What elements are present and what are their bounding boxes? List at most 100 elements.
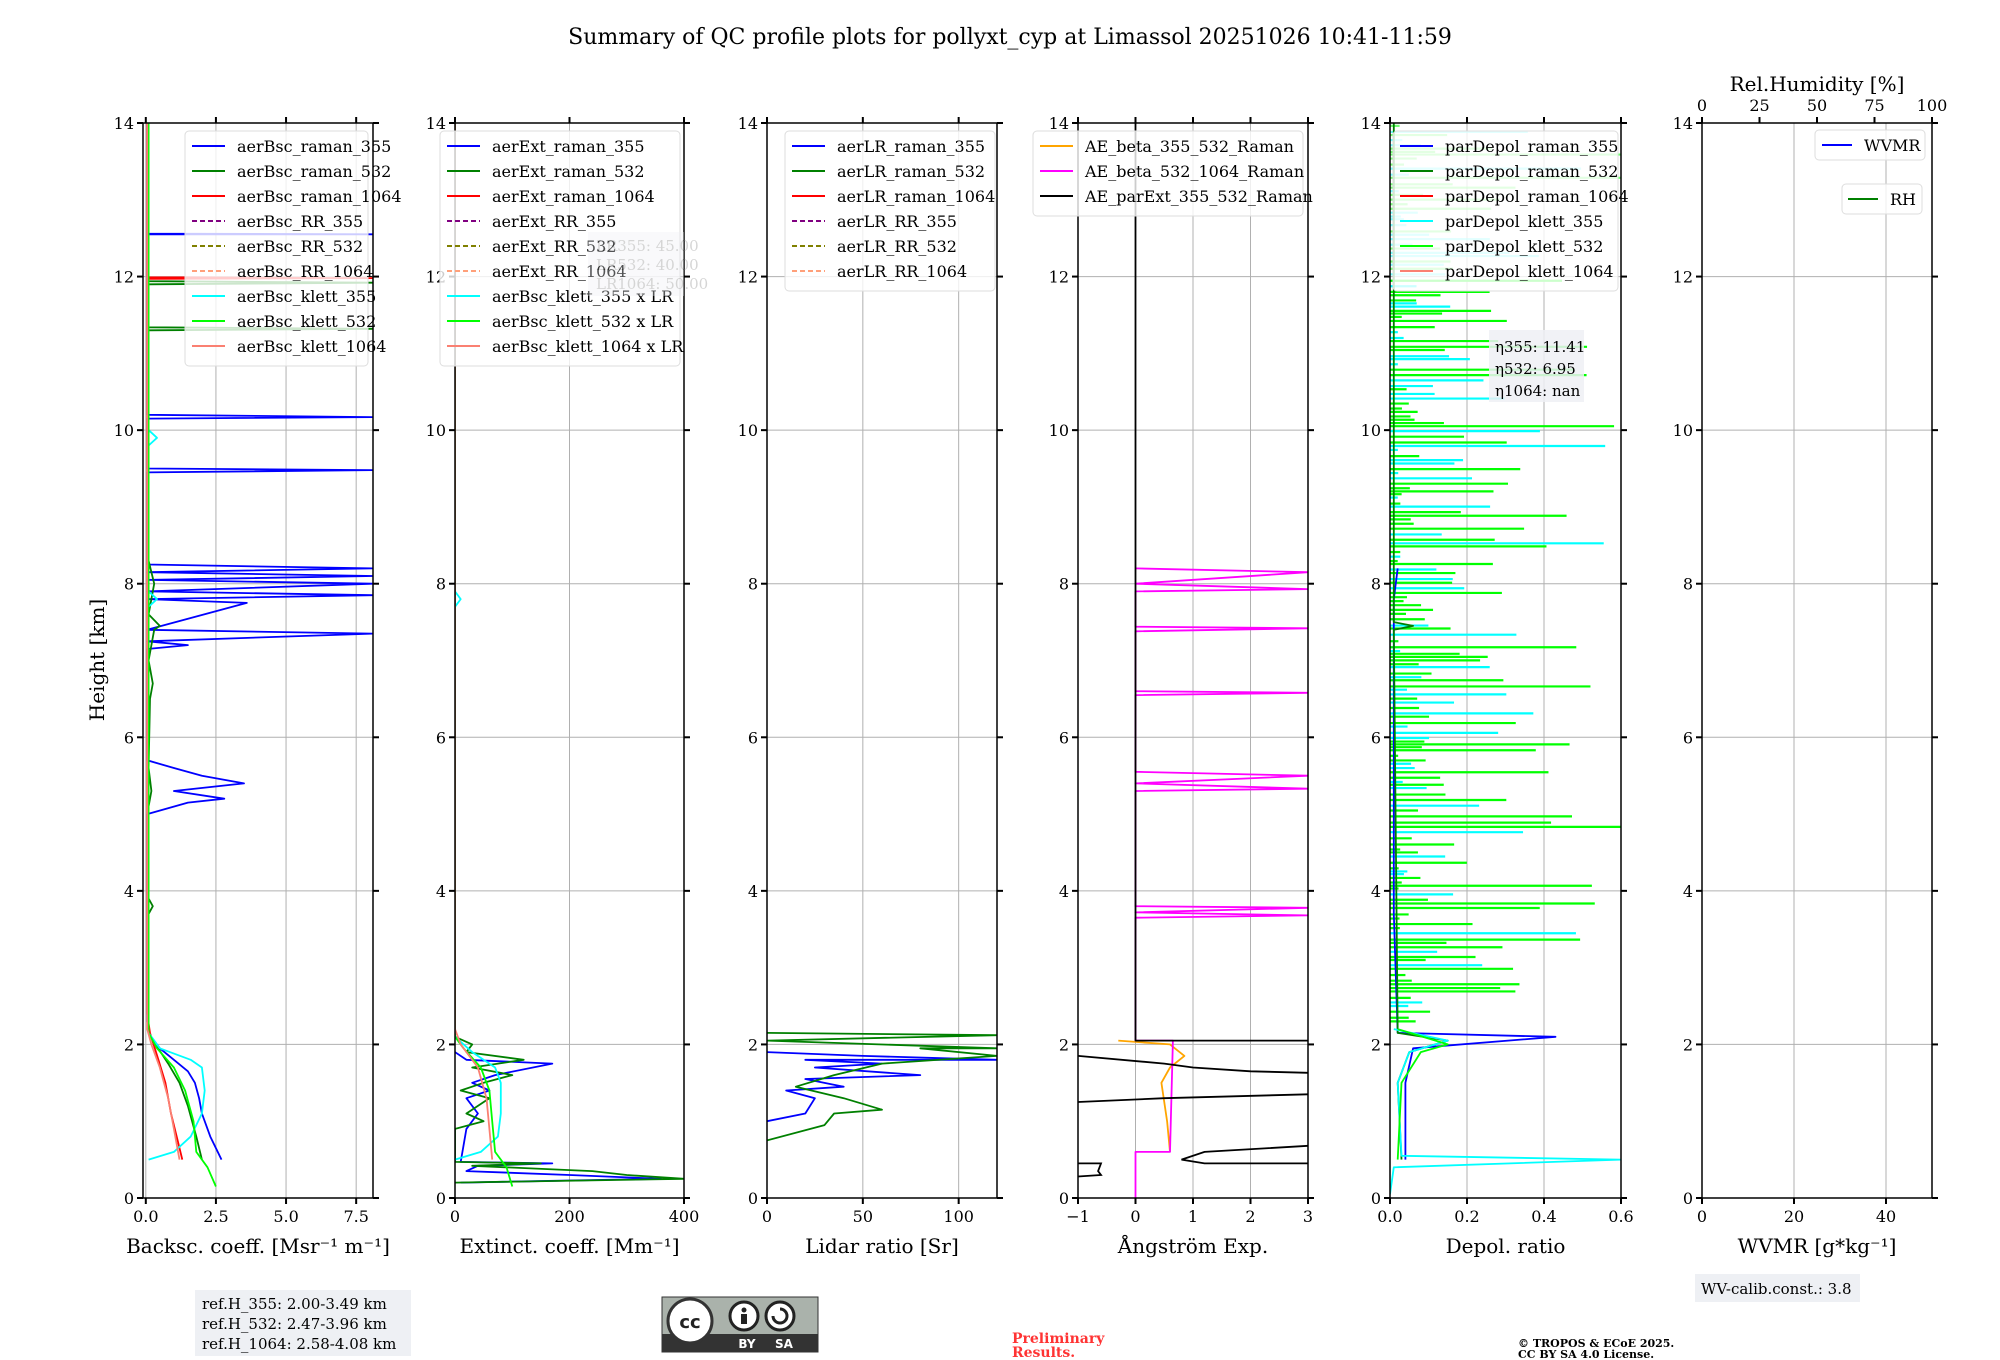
panel-frame	[766, 122, 998, 1199]
reference-heights-note: ref.H_355: 2.00-3.49 km ref.H_532: 2.47-…	[195, 1290, 411, 1356]
series-line-aerBsc_klett_532	[147, 123, 217, 1187]
series-line-parDepol_klett_355	[1390, 1028, 1621, 1195]
attribution-icon-body	[741, 1314, 747, 1324]
legend-label: aerBsc_RR_355	[237, 212, 363, 231]
series-line-aerLR_raman_355	[767, 1051, 997, 1123]
legend-label: aerExt_raman_532	[492, 162, 645, 181]
y-tick-label: 10	[1361, 421, 1381, 440]
legend: parDepol_raman_355 parDepol_raman_532 parD…	[1392, 130, 1629, 292]
y-tick-label: 8	[1371, 575, 1381, 594]
figure-title: Summary of QC profile plots for pollyxt_…	[568, 25, 1452, 50]
legend: aerExt_raman_355 aerExt_raman_532 aerExt_r…	[439, 130, 684, 367]
legend-box	[1814, 129, 1926, 161]
eta-note-355: η355: 11.41	[1495, 338, 1585, 356]
y-tick-label: 6	[1059, 728, 1069, 747]
legend: aerLR_raman_355 aerLR_raman_532 aerLR_rama…	[784, 130, 996, 292]
panel-frame	[1701, 122, 1933, 1199]
x-tick-label: 0	[1697, 1207, 1707, 1226]
legend-box	[1392, 130, 1619, 292]
series-line-AE_beta_532_1064_Raman	[1134, 567, 1308, 1198]
x-tick-label: 400	[669, 1207, 700, 1226]
y-tick-label: 0	[124, 1189, 134, 1208]
legend-label: aerBsc_raman_355	[237, 137, 391, 156]
x-axis-label: Extinct. coeff. [Mm⁻¹]	[459, 1234, 679, 1258]
panel-frame	[1389, 122, 1622, 1199]
y-tick-label: 8	[1683, 575, 1693, 594]
y-tick-label: 12	[1673, 268, 1693, 287]
series-line-aerBsc_klett_355	[147, 123, 206, 1161]
legend-box	[1841, 183, 1923, 215]
x-tick-label: 0	[762, 1207, 772, 1226]
top-x-tick-label: 25	[1749, 96, 1769, 115]
x-tick-label: 1	[1188, 1207, 1198, 1226]
legend-label: aerLR_RR_355	[837, 212, 957, 231]
series-line-aerBsc_klett_1064	[146, 123, 181, 1160]
x-tick-label: 50	[853, 1207, 873, 1226]
series-line-AE_parExt_355_532_Raman-segment	[1078, 1055, 1308, 1074]
x-axis-label: Depol. ratio	[1446, 1234, 1566, 1258]
cc-sa-label: SA	[775, 1337, 794, 1351]
legend-label: aerBsc_klett_355 x LR	[492, 287, 674, 306]
top-x-tick-label: 75	[1864, 96, 1884, 115]
x-tick-label: 0.6	[1608, 1207, 1633, 1226]
legend-label: aerExt_RR_532	[492, 237, 616, 256]
y-tick-label: 4	[1371, 882, 1381, 901]
cc-icon	[666, 1297, 714, 1345]
y-tick-label: 10	[738, 421, 758, 440]
ref-height-532: ref.H_532: 2.47-3.96 km	[202, 1315, 387, 1333]
legend-label: aerBsc_klett_532 x LR	[492, 312, 674, 331]
share-alike-icon-arrow	[771, 1307, 789, 1325]
cc-icon-label: cc	[679, 1312, 700, 1333]
panel-frame	[142, 122, 374, 1199]
y-tick-label: 14	[1673, 114, 1693, 133]
y-tick-label: 14	[1361, 114, 1381, 133]
y-tick-label: 4	[1683, 882, 1693, 901]
y-tick-label: 0	[748, 1189, 758, 1208]
x-tick-label: 0	[1130, 1207, 1140, 1226]
y-tick-label: 14	[1049, 114, 1069, 133]
top-x-tick-label: 100	[1917, 96, 1948, 115]
y-tick-label: 0	[1059, 1189, 1069, 1208]
y-tick-label: 12	[738, 268, 758, 287]
y-tick-label: 2	[1683, 1035, 1693, 1054]
preliminary-line-2: Results.	[1012, 1345, 1075, 1360]
legend-label: WVMR	[1864, 136, 1921, 155]
wv-calibration-note: WV-calib.const.: 3.8	[1695, 1274, 1860, 1302]
series-line-AE_parExt_355_532_Raman	[1134, 123, 1308, 1042]
preliminary-line-1: Preliminary	[1012, 1331, 1105, 1347]
eta-note: η355: 11.41 η532: 6.95 η1064: nan	[1489, 330, 1585, 402]
legend-label: parDepol_klett_1064	[1445, 262, 1614, 281]
grid	[1077, 122, 1309, 1199]
eta-note-1064: η1064: nan	[1495, 382, 1581, 400]
y-tick-label: 0	[1683, 1189, 1693, 1208]
y-tick-label: 10	[426, 421, 446, 440]
y-tick-label: 8	[1059, 575, 1069, 594]
lr-note-355: LR355: 45.00	[596, 237, 699, 255]
reference-heights-box	[195, 1290, 411, 1356]
y-tick-label: 10	[114, 421, 134, 440]
series-line-aerBsc_klett_532 x LR	[455, 123, 514, 1187]
x-tick-label: 0.2	[1454, 1207, 1479, 1226]
legend-label: AE_beta_532_1064_Raman	[1084, 162, 1304, 181]
legend-label: parDepol_raman_1064	[1445, 187, 1629, 206]
top-x-tick-label: 50	[1807, 96, 1827, 115]
x-tick-label: 0.4	[1531, 1207, 1556, 1226]
legend-wvmr: WVMR	[1814, 129, 1926, 161]
lidar-ratio-note-box	[588, 232, 684, 296]
series-line-aerBsc_klett_1064 x LR	[455, 123, 494, 1160]
x-tick-label: 200	[554, 1207, 585, 1226]
legend-label: aerBsc_klett_355	[237, 287, 376, 306]
eta-note-box	[1489, 330, 1584, 402]
legend-label: aerBsc_raman_1064	[237, 187, 402, 206]
copyright-line-2: CC BY SA 4.0 License.	[1518, 1348, 1654, 1360]
share-alike-icon	[764, 1300, 796, 1332]
y-tick-label: 14	[114, 114, 134, 133]
series-group	[767, 1032, 997, 1142]
y-tick-label: 10	[1673, 421, 1693, 440]
legend-rh: RH	[1841, 183, 1923, 215]
series-line-aerBsc_klett_355 x LR	[455, 123, 502, 1161]
attribution-icon-head	[741, 1307, 747, 1313]
grid	[1701, 122, 1932, 1199]
